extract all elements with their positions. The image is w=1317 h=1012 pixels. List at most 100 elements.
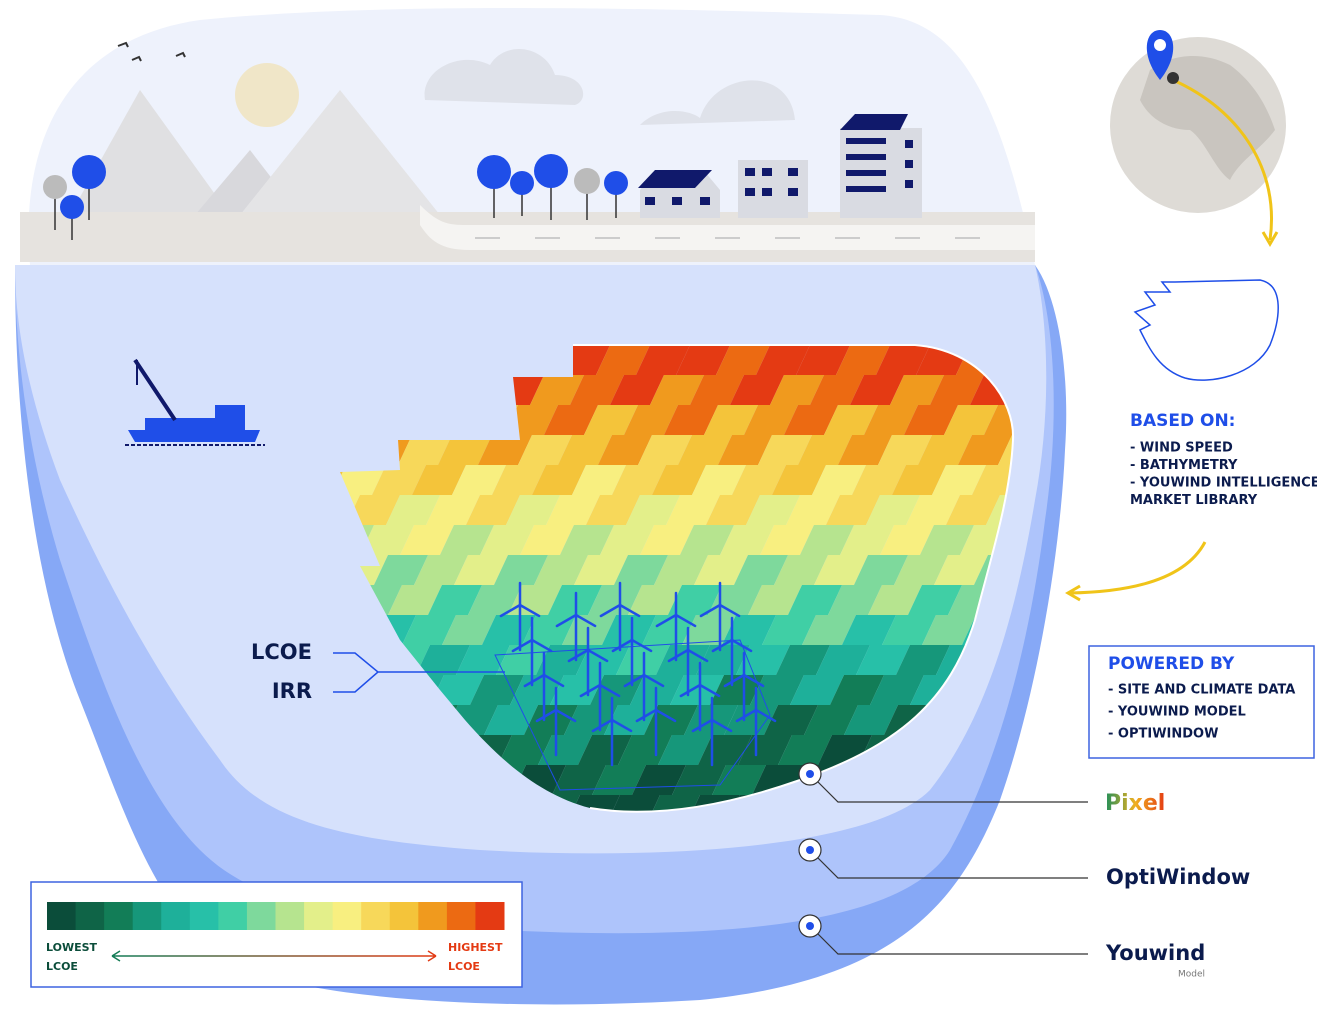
heatmap-cell [452, 465, 506, 495]
heatmap-cell [1282, 615, 1317, 645]
heatmap-cell [904, 405, 958, 435]
heatmap-cell [882, 615, 936, 645]
heatmap-cell [494, 555, 548, 585]
heatmap-cell [666, 495, 720, 525]
heatmap-cell [398, 435, 452, 465]
heatmap-cell [1082, 615, 1136, 645]
legend-swatch [104, 902, 134, 930]
ship [125, 358, 265, 446]
heatmap-cell [638, 435, 692, 465]
lcoe-label: LCOE [251, 640, 312, 664]
heatmap-cell [606, 795, 660, 812]
heatmap-cell [492, 465, 546, 495]
heatmap-cell [680, 525, 734, 555]
heatmap-cell [1246, 795, 1300, 825]
turbine [579, 661, 621, 732]
powered-by-title: POWERED BY [1108, 654, 1235, 674]
heatmap-cell [876, 345, 930, 375]
tree [477, 155, 511, 189]
heatmap-cell [532, 465, 586, 495]
heatmap-cell [628, 585, 682, 615]
heatmap-cell [932, 465, 986, 495]
product-name: Youwind [1105, 941, 1205, 965]
heatmap-cell [760, 525, 814, 555]
heatmap-cell [692, 465, 746, 495]
legend-swatch [246, 902, 276, 930]
heatmap-cell [414, 555, 468, 585]
heatmap-cell [842, 615, 896, 645]
buildings [638, 114, 922, 218]
cloud [640, 80, 795, 125]
heatmap-cell [920, 525, 974, 555]
heatmap-cell [1202, 615, 1256, 645]
heatmap-cell [1066, 495, 1120, 525]
legend-swatch [189, 902, 219, 930]
heatmap-cell [1232, 765, 1286, 795]
heatmap-cell [682, 615, 736, 645]
heatmap-cell [730, 375, 784, 405]
heatmap-cell [530, 375, 584, 405]
tree [60, 195, 84, 219]
turbine [511, 616, 553, 687]
heatmap-cell [598, 435, 652, 465]
legend-low: LCOE [46, 960, 78, 973]
heatmap-cell [748, 585, 802, 615]
heatmap-cell [922, 615, 976, 645]
heatmap-cell [1200, 525, 1254, 555]
heatmap-cell [830, 675, 884, 705]
heatmap-cell [838, 435, 892, 465]
label-bracket [333, 652, 505, 693]
heatmap-cell [400, 525, 454, 555]
heatmap-cell [736, 645, 790, 675]
heatmap-cell [1160, 525, 1214, 555]
heatmap-cell [416, 645, 470, 675]
heatmap-cell [602, 615, 656, 645]
heatmap-cell [586, 495, 640, 525]
product-name: Pixel [1105, 791, 1165, 816]
cloud [424, 48, 584, 105]
heatmap-cell [386, 495, 440, 525]
heatmap-cell [734, 555, 788, 585]
heatmap-cell [784, 405, 838, 435]
heatmap-cell [678, 435, 732, 465]
mountain [240, 90, 440, 215]
heatmap-cell [892, 465, 946, 495]
heatmap-cell [672, 765, 726, 795]
heatmap-cell [456, 645, 510, 675]
heatmap-cell [482, 615, 536, 645]
heatmap-cell [708, 585, 762, 615]
heatmap-cell [1240, 525, 1294, 555]
turbine [567, 626, 609, 697]
heatmap-cell [804, 705, 858, 735]
heatmap-cell [788, 585, 842, 615]
heatmap-cell [1042, 615, 1096, 645]
turbine [635, 686, 677, 757]
based-on-item: - YOUWIND INTELLIGENCE [1130, 476, 1317, 491]
pin [1146, 30, 1174, 80]
back-arrow [1069, 541, 1207, 595]
heatmap-cell [706, 495, 760, 525]
heatmap-cell [718, 435, 772, 465]
heatmap-cell [360, 525, 414, 555]
heatmap-cell [856, 645, 910, 675]
legend-swatch [475, 902, 505, 930]
irr-label: IRR [272, 679, 312, 703]
turbine [555, 591, 597, 662]
heatmap-cell [906, 495, 960, 525]
turbine [667, 626, 709, 697]
heatmap-cell [1312, 765, 1317, 795]
heatmap-cell [618, 735, 672, 765]
heatmap-cell [798, 435, 852, 465]
turbine [655, 591, 697, 662]
heatmap-cell [1268, 585, 1317, 615]
legend-swatch [75, 902, 105, 930]
heatmap-cell [534, 555, 588, 585]
legend-box [30, 881, 523, 988]
heatmap-cell [428, 585, 482, 615]
heatmap-cell [868, 585, 922, 615]
heatmap-cell [1166, 795, 1220, 825]
heatmap-cell [644, 705, 698, 735]
legend-arrow [111, 950, 437, 962]
heatmap-cell [520, 525, 574, 555]
